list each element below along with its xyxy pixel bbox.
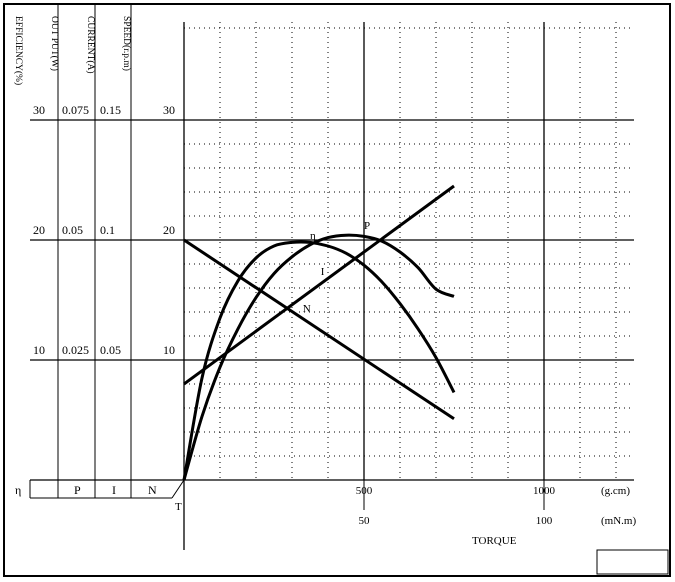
axis-header-output: OUT PUT(W)	[49, 16, 60, 71]
series-label-output: P	[364, 220, 370, 232]
x-units-primary: (g.cm)	[601, 485, 630, 497]
series-line-speed	[183, 238, 455, 421]
tick-label-efficiency: 30	[33, 103, 45, 117]
axis-symbol-efficiency: η	[15, 483, 21, 497]
tick-label-efficiency: 20	[33, 223, 45, 237]
axis-header-current: CURRENT(A)	[85, 16, 96, 74]
outer-frame	[3, 3, 671, 577]
x-tick-label-primary: 500	[356, 485, 373, 497]
series-label-efficiency: η	[310, 230, 316, 242]
tick-label-output: 0.05	[62, 223, 83, 237]
tick-label-output: 0.025	[62, 343, 89, 357]
tick-label-speed: 30	[163, 103, 175, 117]
origin-label: T	[175, 501, 182, 513]
x-tick-label-secondary: 50	[359, 515, 371, 527]
plot-grid	[30, 22, 634, 480]
series-line-efficiency	[182, 240, 456, 481]
tick-label-current: 0.15	[100, 103, 121, 117]
plot-axes	[29, 22, 634, 550]
axis-headers: EFFICIENCY(%) OUT PUT(W) CURRENT(A) SPEED(r…	[13, 16, 132, 85]
axis-symbol-speed: N	[148, 483, 157, 497]
corner-box	[596, 549, 669, 575]
tick-label-current: 0.05	[100, 343, 121, 357]
series-line-output	[182, 233, 455, 481]
x-tick-label-primary: 1000	[533, 485, 556, 497]
tick-label-output: 0.075	[62, 103, 89, 117]
x-axis-title: TORQUE	[472, 535, 517, 547]
axis-symbol-output: P	[74, 483, 81, 497]
series-label-speed: N	[303, 303, 311, 315]
data-series: η P I N	[182, 184, 456, 481]
axis-header-speed: SPEED(r.p.m)	[121, 16, 132, 71]
series-label-current: I	[321, 266, 325, 278]
tick-label-efficiency: 10	[33, 343, 45, 357]
series-line-current	[183, 184, 455, 386]
x-tick-label-secondary: 100	[536, 515, 553, 527]
tick-label-speed: 10	[163, 343, 175, 357]
y-tick-labels: 30 20 10 0.075 0.05 0.025 0.15 0.1 0.05 30 20 10	[33, 103, 175, 357]
x-units-secondary: (mN.m)	[601, 515, 636, 527]
axis-header-efficiency: EFFICIENCY(%)	[13, 16, 24, 85]
axis-symbol-current: I	[112, 483, 116, 497]
x-tick-labels: 500 1000 50 100	[356, 485, 556, 527]
tick-label-speed: 20	[163, 223, 175, 237]
symbol-row-diagonal	[171, 479, 185, 499]
tick-label-current: 0.1	[100, 223, 115, 237]
